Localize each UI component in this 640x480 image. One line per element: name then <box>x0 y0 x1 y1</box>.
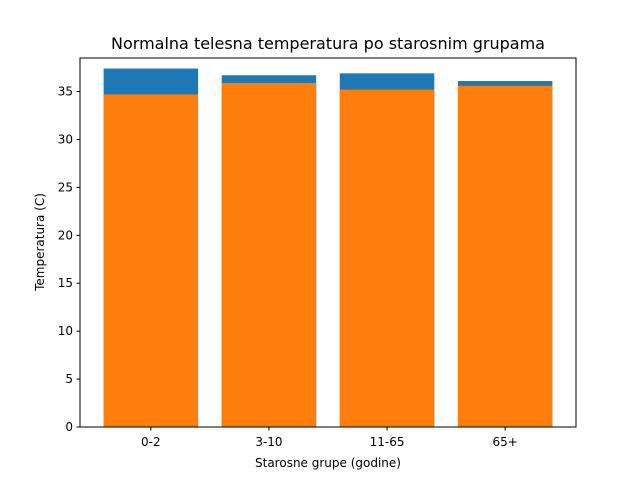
x-axis-label: Starosne grupe (godine) <box>255 456 401 470</box>
y-tick-label: 30 <box>58 132 73 146</box>
chart-title: Normalna telesna temperatura po starosni… <box>111 34 545 53</box>
y-tick-label: 5 <box>65 372 73 386</box>
y-tick-label: 25 <box>58 180 73 194</box>
x-tick-label-3-10: 3-10 <box>255 435 282 449</box>
y-tick-label: 0 <box>65 420 73 434</box>
y-axis-label: Temperatura (C) <box>33 193 47 292</box>
bar-series2-3-10 <box>221 82 317 428</box>
bar-series2-65+ <box>457 85 553 427</box>
plot-frame <box>79 57 577 428</box>
bar-series2-11-65 <box>339 89 435 427</box>
x-tick-label-11-65: 11-65 <box>370 435 405 449</box>
y-axis: 0 5 10 15 20 25 30 35 <box>58 85 80 434</box>
bars-layer <box>103 68 553 428</box>
y-tick-label: 20 <box>58 228 73 242</box>
y-tick-label: 35 <box>58 85 73 99</box>
x-tick-label-65+: 65+ <box>492 435 517 449</box>
y-tick-label: 15 <box>58 276 73 290</box>
y-tick-label: 10 <box>58 324 73 338</box>
bar-series2-0-2 <box>103 94 199 428</box>
x-tick-label-0-2: 0-2 <box>141 435 161 449</box>
x-axis: 0-2 3-10 11-65 65+ <box>141 427 518 449</box>
